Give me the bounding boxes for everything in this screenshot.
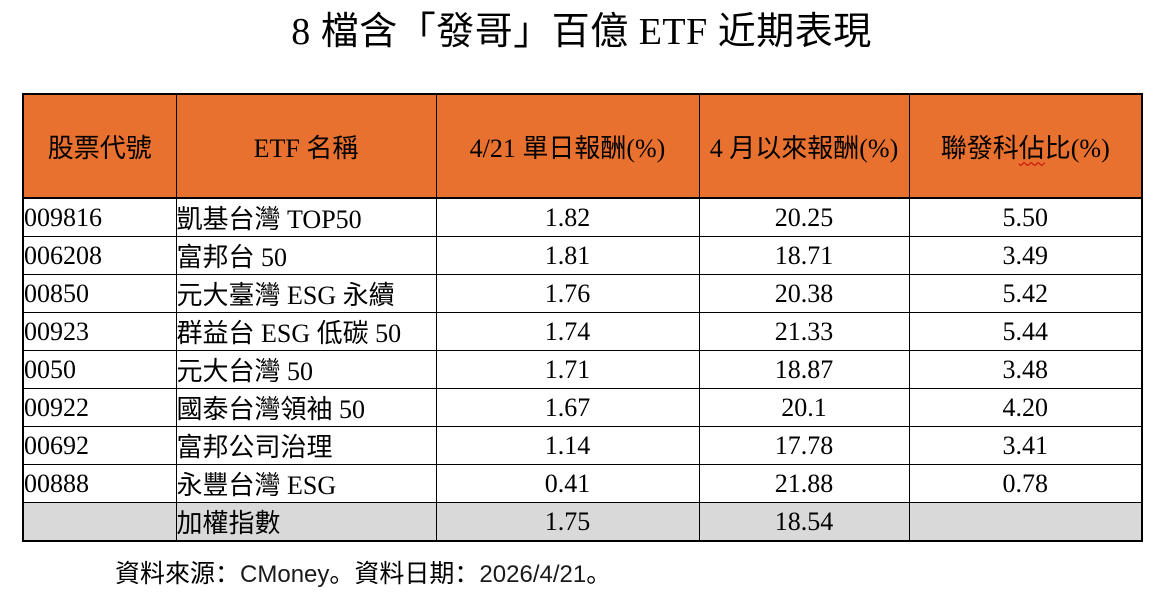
cell-april-return: 18.71 (698, 236, 910, 275)
cell-name: 富邦台 50 (175, 236, 437, 275)
cell-april-return: 20.38 (698, 274, 910, 313)
cell-code: 0050 (22, 350, 177, 389)
header-mediatek-weight-spellcheck: 佔 (1018, 133, 1045, 163)
cell-code: 009816 (22, 197, 177, 237)
page-title: 8 檔含「發哥」百億 ETF 近期表現 (291, 11, 872, 53)
cell-april-return: 17.78 (698, 426, 910, 465)
header-etf-name: ETF 名稱 (175, 93, 437, 199)
cell-day-return: 1.75 (435, 502, 700, 542)
cell-name: 群益台 ESG 低碳 50 (175, 312, 437, 351)
cell-mediatek-weight: 5.50 (908, 197, 1143, 237)
cell-code: 006208 (22, 236, 177, 275)
cell-name: 富邦公司治理 (175, 426, 437, 465)
cell-day-return: 1.67 (435, 388, 700, 427)
cell-april-return: 18.54 (698, 502, 910, 542)
cell-name: 凱基台灣 TOP50 (175, 197, 437, 237)
source-separator: 。 (329, 561, 355, 588)
etf-performance-figure: 8 檔含「發哥」百億 ETF 近期表現 股票代號 ETF 名稱 4/21 單日報… (0, 6, 1163, 613)
cell-name: 加權指數 (175, 502, 437, 542)
cell-code: 00850 (22, 274, 177, 313)
cell-code: 00922 (22, 388, 177, 427)
header-day-return: 4/21 單日報酬(%) (435, 93, 700, 199)
cell-name: 國泰台灣領袖 50 (175, 388, 437, 427)
cell-mediatek-weight: 5.44 (908, 312, 1143, 351)
source-value: CMoney (240, 561, 330, 588)
cell-name: 元大台灣 50 (175, 350, 437, 389)
date-value: 2026/4/21 (479, 561, 587, 588)
cell-april-return: 21.33 (698, 312, 910, 351)
cell-april-return: 20.1 (698, 388, 910, 427)
header-april-return: 4 月以來報酬(%) (698, 93, 910, 199)
cell-day-return: 1.74 (435, 312, 700, 351)
header-mediatek-weight: 聯發科佔比(%) (908, 93, 1143, 199)
table-row: 00692 富邦公司治理 1.14 17.78 3.41 (22, 426, 1143, 465)
cell-mediatek-weight (908, 502, 1143, 542)
cell-day-return: 1.71 (435, 350, 700, 389)
summary-row-weighted-index: 加權指數 1.75 18.54 (22, 502, 1143, 542)
cell-mediatek-weight: 4.20 (908, 388, 1143, 427)
cell-mediatek-weight: 5.42 (908, 274, 1143, 313)
header-mediatek-weight-post: 比(%) (1044, 133, 1110, 163)
cell-name: 元大臺灣 ESG 永續 (175, 274, 437, 313)
note-end: 。 (586, 561, 612, 588)
header-stock-code: 股票代號 (22, 93, 177, 199)
cell-mediatek-weight: 0.78 (908, 464, 1143, 503)
header-row: 股票代號 ETF 名稱 4/21 單日報酬(%) 4 月以來報酬(%) 聯發科佔… (22, 93, 1143, 199)
table-row: 00922 國泰台灣領袖 50 1.67 20.1 4.20 (22, 388, 1143, 427)
cell-april-return: 18.87 (698, 350, 910, 389)
table-row: 006208 富邦台 50 1.81 18.71 3.49 (22, 236, 1143, 275)
cell-april-return: 21.88 (698, 464, 910, 503)
table-row: 00850 元大臺灣 ESG 永續 1.76 20.38 5.42 (22, 274, 1143, 313)
cell-day-return: 1.14 (435, 426, 700, 465)
cell-code: 00888 (22, 464, 177, 503)
cell-code (22, 502, 177, 542)
cell-day-return: 1.76 (435, 274, 700, 313)
cell-mediatek-weight: 3.48 (908, 350, 1143, 389)
table-row: 00888 永豐台灣 ESG 0.41 21.88 0.78 (22, 464, 1143, 503)
date-label: 資料日期： (354, 561, 480, 588)
cell-mediatek-weight: 3.49 (908, 236, 1143, 275)
table-row: 009816 凱基台灣 TOP50 1.82 20.25 5.50 (22, 197, 1143, 237)
etf-table: 股票代號 ETF 名稱 4/21 單日報酬(%) 4 月以來報酬(%) 聯發科佔… (22, 93, 1143, 542)
cell-mediatek-weight: 3.41 (908, 426, 1143, 465)
table-row: 0050 元大台灣 50 1.71 18.87 3.48 (22, 350, 1143, 389)
cell-day-return: 0.41 (435, 464, 700, 503)
header-mediatek-weight-pre: 聯發科 (940, 133, 1019, 163)
cell-name: 永豐台灣 ESG (175, 464, 437, 503)
cell-day-return: 1.81 (435, 236, 700, 275)
cell-day-return: 1.82 (435, 197, 700, 237)
cell-code: 00692 (22, 426, 177, 465)
source-label: 資料來源： (115, 561, 241, 588)
cell-april-return: 20.25 (698, 197, 910, 237)
cell-code: 00923 (22, 312, 177, 351)
source-note: 資料來源：CMoney。資料日期：2026/4/21。 (115, 554, 1163, 590)
table-row: 00923 群益台 ESG 低碳 50 1.74 21.33 5.44 (22, 312, 1143, 351)
